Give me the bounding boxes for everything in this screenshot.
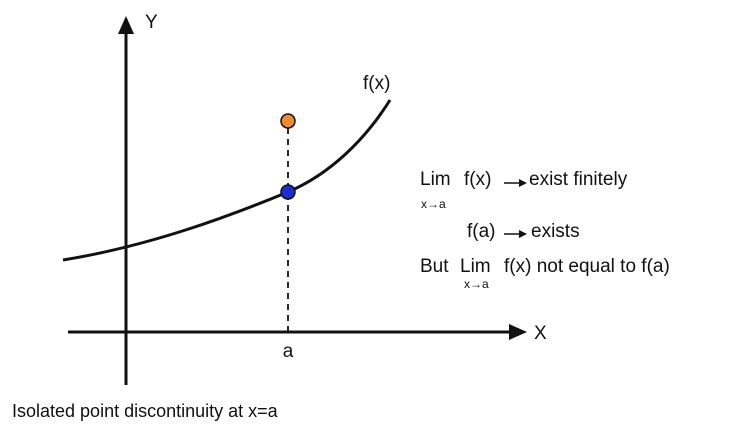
curve-point	[280, 184, 296, 200]
y-arrowhead	[118, 16, 134, 34]
result: exists	[531, 221, 580, 242]
function: f(a)	[467, 221, 496, 242]
curve	[62, 99, 392, 262]
result: exist finitely	[529, 169, 628, 190]
y-axis-label: Y	[145, 12, 158, 33]
limit-subscript: x→a	[421, 197, 446, 211]
lim: Lim	[460, 256, 491, 277]
limit-subscript: x→a	[464, 277, 489, 291]
arrowhead	[519, 179, 527, 187]
but: But	[420, 256, 449, 277]
x-axis-label: X	[534, 323, 547, 344]
caption: Isolated point discontinuity at x=a	[12, 401, 279, 421]
lim: Lim	[420, 169, 451, 190]
arrowhead	[519, 230, 527, 238]
x-arrowhead	[509, 324, 527, 340]
curve-label: f(x)	[363, 73, 390, 94]
function: f(x)	[464, 169, 491, 190]
point-label: a	[283, 341, 294, 362]
isolated-point	[280, 113, 296, 129]
statement: f(x) not equal to f(a)	[504, 256, 670, 277]
